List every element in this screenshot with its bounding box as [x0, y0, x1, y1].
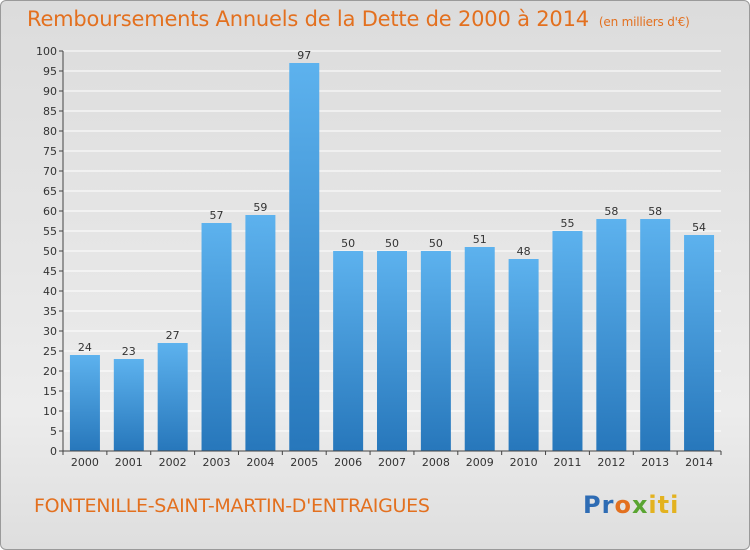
proxiti-logo[interactable]: Proxiti: [583, 491, 679, 519]
bar-2002: [157, 343, 188, 451]
bar-2001: [113, 359, 144, 451]
bar-2007: [377, 251, 407, 451]
y-tick-label: 15: [43, 385, 57, 398]
data-label: 48: [517, 245, 531, 258]
y-tick-label: 60: [43, 205, 57, 218]
x-tick-label: 2009: [466, 456, 494, 469]
y-tick-label: 80: [43, 125, 57, 138]
x-tick-label: 2000: [71, 456, 99, 469]
x-tick-label: 2013: [641, 456, 669, 469]
bar-2013: [640, 219, 671, 451]
y-tick-label: 50: [43, 245, 57, 258]
data-label: 50: [385, 237, 399, 250]
data-label: 27: [166, 329, 180, 342]
x-tick-label: 2005: [290, 456, 318, 469]
y-tick-label: 65: [43, 185, 57, 198]
y-tick-label: 35: [43, 305, 57, 318]
logo-part-1: Pr: [583, 491, 615, 519]
y-tick-label: 85: [43, 105, 57, 118]
y-tick-label: 55: [43, 225, 57, 238]
y-tick-label: 95: [43, 65, 57, 78]
bar-2009: [464, 247, 495, 451]
y-tick-label: 70: [43, 165, 57, 178]
x-tick-label: 2010: [510, 456, 538, 469]
data-label: 50: [429, 237, 443, 250]
data-labels: 24 23 27 57 59 97 50 50 50 51 48 55 58 58 54: [78, 49, 706, 358]
y-tick-label: 45: [43, 265, 57, 278]
bars: [69, 63, 715, 451]
y-tick-label: 100: [36, 45, 57, 58]
logo-part-2: o: [614, 491, 632, 519]
bar-2011: [552, 231, 583, 451]
title-text: Remboursements Annuels de la Dette de 20…: [27, 7, 589, 31]
chart-title: Remboursements Annuels de la Dette de 20…: [27, 7, 690, 31]
logo-part-3: x: [631, 491, 649, 519]
bar-2004: [245, 215, 276, 451]
x-tick-label: 2002: [159, 456, 187, 469]
data-label: 23: [122, 345, 136, 358]
bar-2006: [333, 251, 364, 451]
bar-2003: [201, 223, 232, 451]
x-tick-label: 2008: [422, 456, 450, 469]
data-label: 50: [341, 237, 355, 250]
x-axis-ticks: 2000 2001 2002 2003 2004 2005 2006 2007 2008 2009…: [62, 451, 722, 469]
bar-2010: [508, 259, 539, 451]
bar-2000: [69, 355, 100, 451]
x-tick-label: 2012: [597, 456, 625, 469]
data-label: 58: [648, 205, 662, 218]
data-label: 54: [692, 221, 706, 234]
y-tick-label: 10: [43, 405, 57, 418]
data-label: 57: [210, 209, 224, 222]
y-axis-ticks: 0 5 10 15 20 25 30 35 40 45 50 55 60 65 70 75 80 85 90 95 10…: [36, 45, 63, 458]
y-tick-label: 90: [43, 85, 57, 98]
y-tick-label: 75: [43, 145, 57, 158]
bar-2008: [420, 251, 451, 451]
x-tick-label: 2014: [685, 456, 713, 469]
y-tick-label: 0: [50, 445, 57, 458]
x-tick-label: 2006: [334, 456, 362, 469]
y-tick-label: 5: [50, 425, 57, 438]
unit-label: (en milliers d'€): [598, 15, 690, 29]
location-name: FONTENILLE-SAINT-MARTIN-D'ENTRAIGUES: [34, 495, 430, 517]
data-label: 24: [78, 341, 92, 354]
data-label: 55: [560, 217, 574, 230]
data-label: 58: [604, 205, 618, 218]
x-tick-label: 2007: [378, 456, 406, 469]
bar-2014: [684, 235, 715, 451]
data-label: 51: [473, 233, 487, 246]
y-tick-label: 40: [43, 285, 57, 298]
logo-part-4: iti: [648, 491, 680, 519]
y-tick-label: 20: [43, 365, 57, 378]
data-label: 97: [297, 49, 311, 62]
y-tick-label: 30: [43, 325, 57, 338]
y-tick-label: 25: [43, 345, 57, 358]
data-label: 59: [253, 201, 267, 214]
x-tick-label: 2001: [115, 456, 143, 469]
x-tick-label: 2011: [553, 456, 581, 469]
x-tick-label: 2003: [203, 456, 231, 469]
bar-2005: [289, 63, 320, 451]
x-tick-label: 2004: [246, 456, 274, 469]
bar-2012: [596, 219, 627, 451]
